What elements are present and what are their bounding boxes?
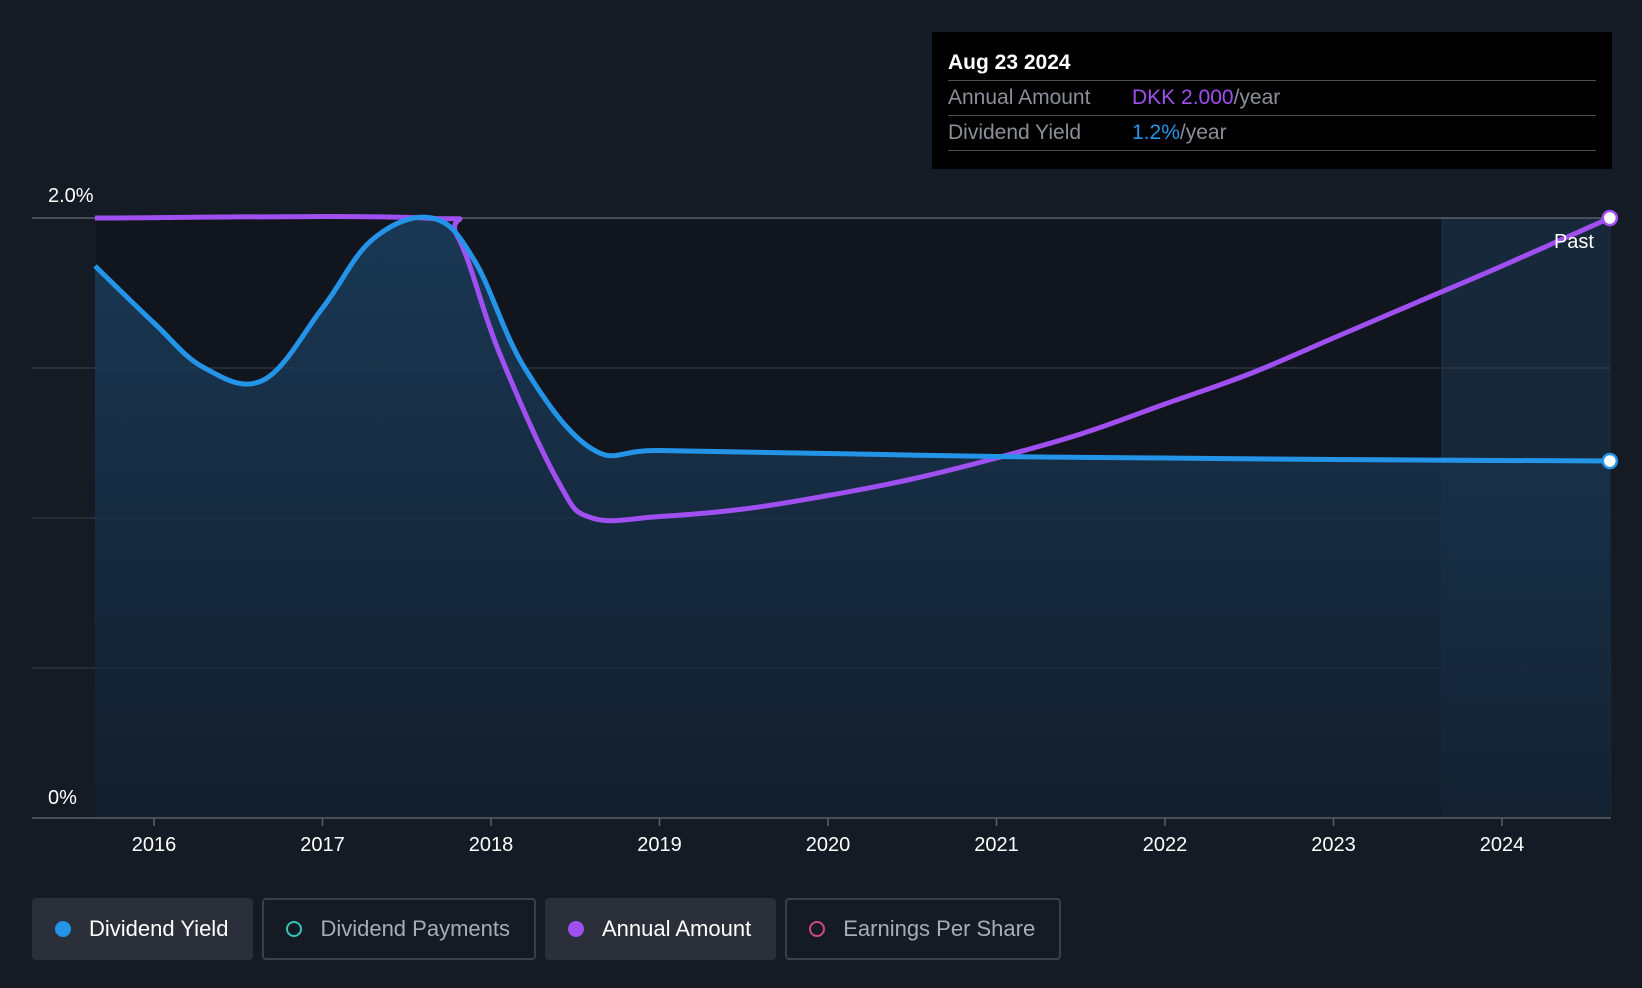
tooltip-label: Annual Amount (948, 86, 1091, 109)
x-tick-label: 2019 (637, 834, 682, 856)
tooltip: Aug 23 2024 Annual Amount DKK 2.000 /yea… (932, 32, 1612, 169)
x-tick-label: 2021 (974, 834, 1019, 856)
legend-item-dividend-yield[interactable]: Dividend Yield (32, 898, 254, 960)
legend-item-dividend-payments[interactable]: Dividend Payments (262, 898, 536, 960)
legend-dot-icon (55, 921, 71, 937)
x-tick-label: 2016 (132, 834, 177, 856)
legend: Dividend Yield Dividend Payments Annual … (32, 898, 1070, 960)
legend-dot-icon (286, 921, 303, 937)
past-label: Past (1554, 231, 1594, 253)
x-tick-label: 2024 (1480, 834, 1525, 856)
tooltip-value: DKK 2.000 (1132, 86, 1234, 109)
y-tick-label: 0% (48, 787, 77, 809)
dividend-yield-endpoint[interactable] (1601, 452, 1619, 470)
tooltip-date: Aug 23 2024 (948, 32, 1596, 81)
legend-label: Dividend Payments (320, 916, 510, 941)
tooltip-row-annual-amount: Annual Amount DKK 2.000 /year (948, 81, 1596, 116)
legend-dot-icon (809, 921, 826, 937)
dividend-yield-line (93, 214, 1610, 464)
x-tick-label: 2023 (1311, 834, 1356, 856)
tooltip-unit: /year (1179, 121, 1227, 144)
x-tick-label: 2022 (1143, 834, 1188, 856)
y-tick-label: 2.0% (48, 185, 94, 207)
legend-dot-icon (567, 921, 584, 937)
annual-amount-endpoint[interactable] (1601, 209, 1619, 227)
tooltip-row-dividend-yield: Dividend Yield 1.2% /year (948, 116, 1596, 151)
x-tick-label: 2020 (806, 834, 851, 856)
legend-label: Earnings Per Share (843, 916, 1036, 941)
legend-item-earnings-per-share[interactable]: Earnings Per Share (785, 898, 1062, 960)
x-tick-label: 2018 (469, 834, 514, 856)
legend-label: Dividend Yield (89, 916, 229, 941)
tooltip-unit: /year (1233, 86, 1281, 109)
legend-label: Annual Amount (601, 916, 752, 941)
legend-item-annual-amount[interactable]: Annual Amount (544, 898, 777, 960)
x-tick-label: 2017 (300, 834, 345, 856)
tooltip-label: Dividend Yield (948, 121, 1082, 144)
tooltip-value: 1.2% (1132, 121, 1180, 144)
dividend-yield-area (95, 217, 1610, 819)
